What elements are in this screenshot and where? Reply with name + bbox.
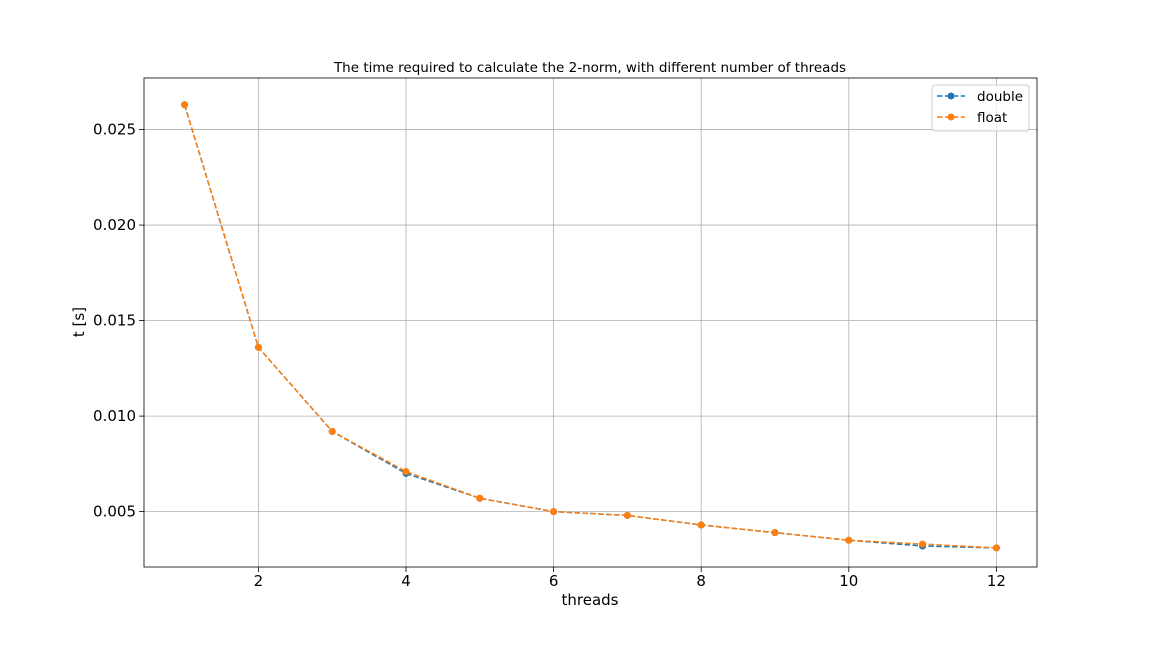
y-axis-label: t [s]	[70, 307, 88, 337]
x-tick-label: 4	[401, 572, 411, 590]
data-point-float	[550, 508, 558, 516]
x-tick-label: 2	[254, 572, 264, 590]
data-point-float	[623, 511, 631, 519]
plot-frame	[143, 77, 1038, 568]
data-point-float	[845, 536, 853, 544]
legend: double float	[931, 84, 1030, 132]
series-line-float	[183, 104, 997, 549]
y-axis: 0.005 0.010 0.015 0.020 0.025	[93, 121, 144, 521]
series-float	[181, 101, 1000, 552]
data-point-float	[328, 427, 336, 435]
y-tick-label: 0.010	[93, 407, 136, 425]
data-point-float	[697, 521, 705, 529]
y-tick-label: 0.025	[93, 121, 136, 139]
legend-marker-float	[947, 113, 955, 121]
x-tick-label: 6	[549, 572, 559, 590]
legend-entry-double: double	[937, 89, 1023, 105]
plot-area	[144, 78, 1037, 567]
y-tick-label: 0.015	[93, 312, 136, 330]
legend-label-float: float	[977, 110, 1007, 126]
x-tick-label: 10	[839, 572, 858, 590]
x-tick-label: 12	[987, 572, 1006, 590]
legend-entry-float: float	[937, 110, 1007, 126]
series-layer	[181, 101, 1000, 552]
data-point-float	[771, 529, 779, 537]
data-point-float	[402, 467, 410, 475]
legend-marker-double	[947, 92, 955, 100]
data-point-float	[919, 540, 927, 548]
x-axis: 2 4 6 8 10 12	[254, 567, 1006, 590]
chart-title: The time required to calculate the 2-nor…	[333, 60, 846, 76]
y-tick-label: 0.005	[93, 503, 136, 521]
data-point-float	[992, 544, 1000, 552]
x-axis-label: threads	[562, 591, 619, 609]
legend-label-double: double	[977, 89, 1023, 105]
y-tick-label: 0.020	[93, 216, 136, 234]
grid	[144, 78, 1037, 567]
data-point-float	[181, 101, 189, 109]
x-tick-label: 8	[696, 572, 706, 590]
data-point-float	[254, 343, 262, 351]
data-point-float	[476, 494, 484, 502]
